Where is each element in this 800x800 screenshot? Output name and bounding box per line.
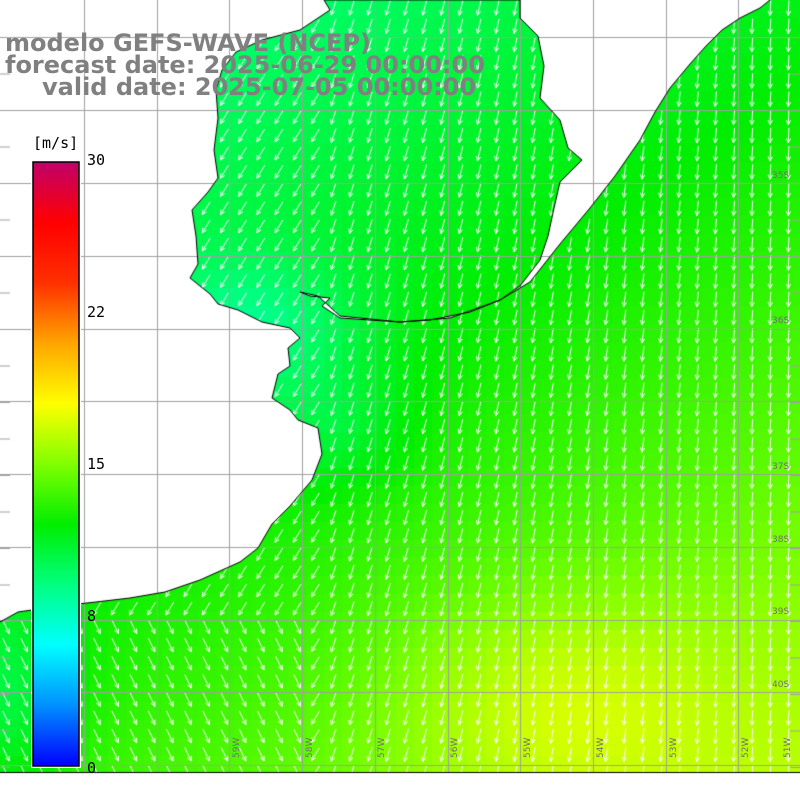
valid-date: valid date: 2025-07-05 00:00:00	[42, 73, 476, 101]
colorbar-tick-label: 22	[87, 303, 105, 321]
latitude-labels: 35S 36S 37S 38S 39S 40S	[772, 171, 789, 690]
lon-label: 56W	[450, 738, 460, 758]
forecast-date: forecast date: 2025-06-29 00:00:00	[5, 51, 485, 79]
colorbar-tick-label: 0	[87, 759, 96, 777]
colorbar: [m/s] 30 22 15 8 0	[31, 134, 105, 777]
lat-label: 40S	[772, 680, 789, 690]
colorbar-unit: [m/s]	[33, 134, 78, 152]
colorbar-tick-label: 8	[87, 607, 96, 625]
lat-label: 35S	[772, 171, 789, 181]
lat-label: 39S	[772, 607, 789, 617]
title-block: modelo GEFS-WAVE (NCEP) forecast date: 2…	[5, 29, 485, 101]
colorbar-tick-label: 15	[87, 455, 105, 473]
lat-label: 38S	[772, 535, 789, 545]
lat-label: 36S	[772, 316, 789, 326]
lon-label: 52W	[741, 738, 751, 758]
colorbar-gradient	[32, 161, 80, 767]
lon-label: 53W	[669, 738, 679, 758]
longitude-labels: 59W 58W 57W 56W 55W 54W 53W 52W 51W	[232, 738, 793, 758]
model-title: modelo GEFS-WAVE (NCEP)	[5, 29, 371, 57]
lon-label: 58W	[305, 738, 315, 758]
lon-label: 59W	[232, 738, 242, 758]
lon-label: 55W	[523, 738, 533, 758]
lon-label: 57W	[377, 738, 387, 758]
lat-label: 37S	[772, 462, 789, 472]
lon-label: 54W	[596, 738, 606, 758]
lon-label: 51W	[783, 738, 793, 758]
colorbar-tick-label: 30	[87, 151, 105, 169]
